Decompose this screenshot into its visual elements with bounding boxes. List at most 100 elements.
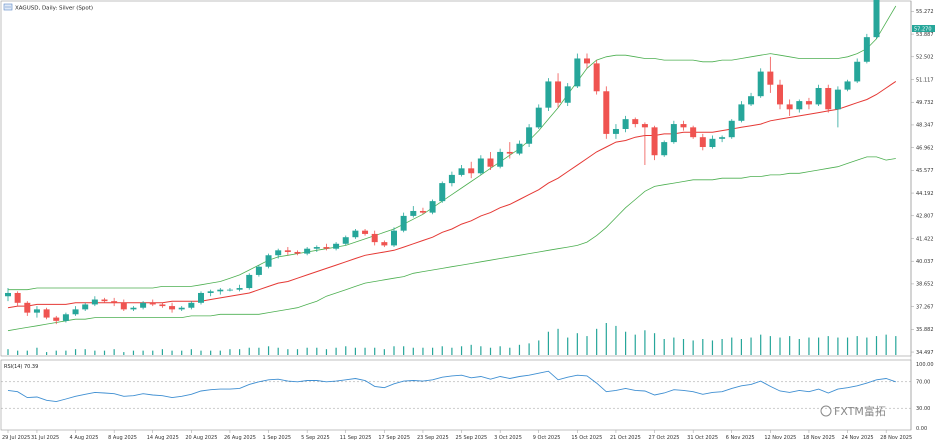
current-price-tag: 57.270 xyxy=(912,25,935,33)
rsi-title: RSI(14) 70.39 xyxy=(4,364,38,370)
candle-body-up xyxy=(352,230,359,238)
volume-bar xyxy=(277,347,279,355)
price-tick-label: 35.882 xyxy=(916,327,934,333)
volume-bar xyxy=(354,347,356,355)
candle-body-up xyxy=(82,304,89,310)
volume-bar xyxy=(132,350,135,355)
candle-body-up xyxy=(226,289,233,291)
price-tick-label: 48.347 xyxy=(916,123,934,129)
candle-body-down xyxy=(506,151,513,154)
volume-bar xyxy=(489,347,492,355)
candle-body-up xyxy=(526,127,533,144)
date-tick-label: 31 Oct 2025 xyxy=(687,435,718,441)
candle-body-up xyxy=(564,86,571,103)
candle-body-up xyxy=(275,250,282,256)
candle-body-down xyxy=(584,58,590,64)
chart-title: XAGUSD, Daily: Silver (Spot) xyxy=(15,6,93,12)
candle-body-down xyxy=(371,233,378,243)
candle-body-down xyxy=(101,299,108,302)
candle-body-up xyxy=(612,128,619,134)
candle-body-down xyxy=(593,63,600,92)
volume-bar xyxy=(460,346,463,355)
volume-bar xyxy=(538,340,540,355)
candle-body-down xyxy=(555,81,562,103)
candle-body-up xyxy=(207,291,214,293)
volume-bar xyxy=(547,331,549,355)
date-tick-label: 1 Sep 2025 xyxy=(263,435,292,441)
volume-bar xyxy=(798,339,800,355)
candle-body-down xyxy=(294,251,301,254)
volume-bar xyxy=(383,349,385,355)
volume-bar xyxy=(895,336,897,355)
volume-bar xyxy=(36,347,38,355)
volume-bar xyxy=(711,340,714,355)
candle-body-up xyxy=(719,137,726,139)
volume-bar xyxy=(229,349,231,355)
volume-bar xyxy=(210,350,212,355)
price-tick-label: 46.962 xyxy=(916,145,934,151)
candle-body-up xyxy=(391,230,397,246)
candle-body-up xyxy=(815,87,822,105)
price-tick-label: 42.807 xyxy=(916,214,934,220)
candle-body-down xyxy=(53,317,60,321)
candle-body-up xyxy=(535,107,542,128)
lower-band-line xyxy=(7,156,896,332)
fxtm-logo-icon xyxy=(820,405,832,417)
candle-body-up xyxy=(854,61,861,82)
date-tick-label: 29 Jul 2025 xyxy=(2,435,30,441)
price-tick-label: 37.267 xyxy=(916,304,934,310)
rsi-indicator: 100.00 70.00 30.00 0.00 xyxy=(1,362,934,432)
candle-body-down xyxy=(632,119,639,125)
volume-bar xyxy=(94,350,96,355)
candle-body-down xyxy=(284,250,291,252)
candle-body-up xyxy=(130,307,137,310)
symbol-icon xyxy=(3,3,13,11)
price-tick-label: 40.037 xyxy=(916,259,934,265)
volume-bar xyxy=(702,339,704,355)
candle-body-up xyxy=(236,288,243,290)
price-axis-labels: 55.272 53.887 52.502 51.117 49.732 48.347 46.9… xyxy=(911,9,934,356)
candle-body-down xyxy=(805,101,812,105)
volume-bar xyxy=(190,349,192,355)
candle-body-up xyxy=(834,89,841,110)
candle-body-down xyxy=(487,158,494,167)
price-tick-label: 49.732 xyxy=(916,100,934,106)
volume-bar xyxy=(634,334,636,355)
candle-body-up xyxy=(458,168,465,175)
candle-body-down xyxy=(362,230,369,234)
volume-bar xyxy=(296,349,299,355)
candle-body-down xyxy=(767,71,774,85)
date-tick-label: 31 Jul 2025 xyxy=(31,435,59,441)
candle-body-up xyxy=(429,201,436,213)
volume-bar xyxy=(499,346,501,355)
volume-bar xyxy=(682,339,685,355)
volume-bar xyxy=(152,350,154,355)
volume-bar xyxy=(789,336,791,355)
candle-body-up xyxy=(333,243,340,249)
volume-bar xyxy=(846,337,849,355)
volume-bar xyxy=(219,350,221,355)
price-tick-label: 52.502 xyxy=(916,55,934,61)
price-tick-label: 41.422 xyxy=(916,236,934,242)
candle-body-up xyxy=(738,104,745,121)
volume-bar xyxy=(113,349,115,355)
moving-average xyxy=(7,80,897,309)
candle-body-down xyxy=(43,309,50,318)
date-tick-label: 8 Aug 2025 xyxy=(108,435,137,441)
candle-body-up xyxy=(497,151,504,167)
volume-bar xyxy=(866,337,868,355)
volume-bar xyxy=(46,352,48,355)
volume-bar xyxy=(161,349,163,355)
volume-bar xyxy=(171,350,173,355)
volume-bar xyxy=(393,346,395,355)
volume-bar xyxy=(335,347,337,355)
candle-body-up xyxy=(400,215,407,231)
price-tick-label: 53.887 xyxy=(916,32,934,38)
candle-body-down xyxy=(651,127,658,156)
candle-body-down xyxy=(323,247,330,249)
candle-body-down xyxy=(603,91,610,134)
candle-body-down xyxy=(419,210,426,213)
date-tick-label: 5 Sep 2025 xyxy=(301,435,330,441)
candle-body-up xyxy=(217,289,224,292)
candle-body-down xyxy=(825,87,832,110)
